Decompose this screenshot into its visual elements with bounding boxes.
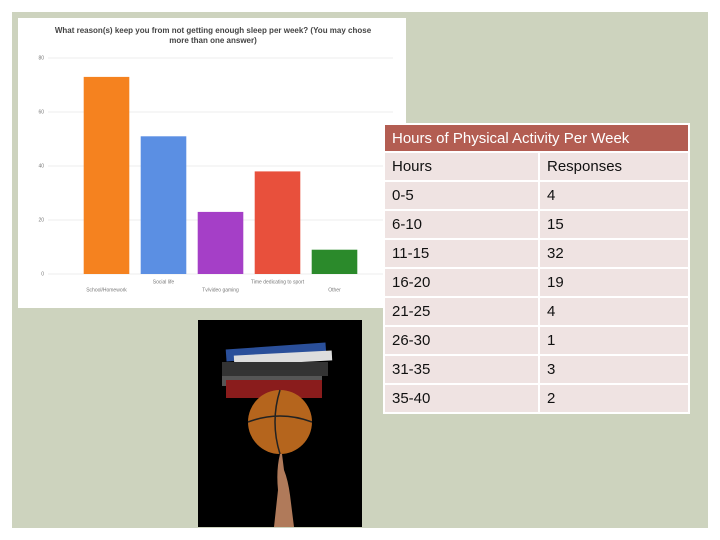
table-cell: 32 (538, 238, 690, 269)
x-tick-label: Time dedicating to sport (251, 279, 305, 285)
y-tick-label: 40 (38, 163, 44, 169)
table-cell: 4 (538, 180, 690, 211)
table-row: 6-10 15 (383, 209, 690, 240)
table-row: 31-35 3 (383, 354, 690, 385)
table-cell: 11-15 (383, 238, 540, 269)
chart-title: What reason(s) keep you from not getting… (54, 26, 372, 45)
table-row: 35-40 2 (383, 383, 690, 414)
table-row: 16-20 19 (383, 267, 690, 298)
bar (197, 211, 244, 274)
chart-image: 0 20 40 60 80 School/Homework Social life Tv/vi… (18, 18, 406, 308)
table-row: 21-25 4 (383, 296, 690, 327)
table-cell: 1 (538, 325, 690, 356)
table-row: 0-5 4 (383, 180, 690, 211)
table-cell: 35-40 (383, 383, 540, 414)
x-tick-label: Other (328, 287, 341, 293)
table-cell: 31-35 (383, 354, 540, 385)
x-tick-label: Tv/video gaming (202, 287, 239, 293)
table-cell: 19 (538, 267, 690, 298)
chart: 0 20 40 60 80 School/Homework Social life Tv/vi… (38, 55, 393, 293)
table-row: 26-30 1 (383, 325, 690, 356)
table-header-row: Hours Responses (383, 151, 690, 182)
table-row: 11-15 32 (383, 238, 690, 269)
bar (254, 171, 301, 274)
data-table: Hours of Physical Activity Per Week Hour… (383, 123, 690, 414)
table-cell: 15 (538, 209, 690, 240)
bar (83, 76, 130, 275)
table-cell: 26-30 (383, 325, 540, 356)
photo (198, 320, 362, 527)
table-title: Hours of Physical Activity Per Week (383, 123, 690, 153)
header-cell: Hours (383, 151, 540, 182)
y-tick-label: 20 (38, 217, 44, 223)
table-cell: 3 (538, 354, 690, 385)
y-tick-label: 0 (41, 271, 44, 277)
bar (311, 249, 358, 274)
x-tick-label: School/Homework (86, 287, 127, 293)
y-tick-label: 60 (38, 109, 44, 115)
bar (140, 136, 187, 274)
table-cell: 0-5 (383, 180, 540, 211)
table-cell: 6-10 (383, 209, 540, 240)
table-cell: 4 (538, 296, 690, 327)
table-cell: 21-25 (383, 296, 540, 327)
table-body: Hours Responses 0-5 4 6-10 15 11-15 32 16-20 19 21… (383, 151, 690, 414)
table-cell: 16-20 (383, 267, 540, 298)
table-cell: 2 (538, 383, 690, 414)
header-cell: Responses (538, 151, 690, 182)
y-tick-label: 80 (38, 55, 44, 61)
x-tick-label: Social life (153, 279, 175, 285)
